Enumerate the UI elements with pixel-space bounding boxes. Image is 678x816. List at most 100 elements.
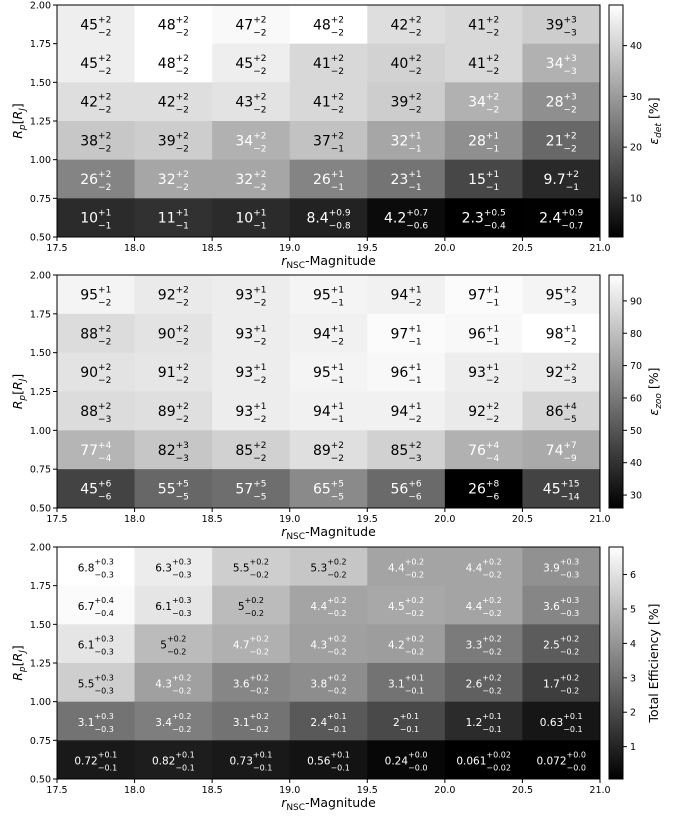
cell-label: 10+1 −1 bbox=[80, 209, 111, 232]
cell-label: 45+2 −2 bbox=[235, 54, 266, 77]
heatmap-cell bbox=[444, 740, 523, 780]
cell-label: 45+2 −2 bbox=[80, 15, 111, 38]
cell-label: 85+2 −2 bbox=[235, 441, 266, 464]
heatmap-cell bbox=[444, 313, 523, 354]
cell-label: 93+1 −2 bbox=[235, 402, 266, 425]
heatmap-cell bbox=[444, 82, 523, 122]
heatmap-cell bbox=[134, 585, 213, 625]
cell-label: 2.6+0.2 −0.2 bbox=[466, 673, 502, 695]
heatmap-cell bbox=[57, 469, 136, 509]
cell-label: 47+2 −2 bbox=[235, 15, 266, 38]
cell-label: 4.4+0.2 −0.2 bbox=[466, 557, 502, 579]
x-tick-label: 20.0 bbox=[434, 785, 455, 796]
heatmap-cell bbox=[212, 159, 291, 199]
cell-label: 96+1 −1 bbox=[468, 324, 499, 347]
cell-label: 4.3+0.2 −0.2 bbox=[310, 635, 346, 657]
heatmap-cell bbox=[57, 740, 136, 780]
heatmap-cell bbox=[57, 701, 136, 741]
heatmap-panel-2: 95+1 −2 92+2 −2 93+1 −2 95+1 −1 94+1 −2 97+1 −1 95+2… bbox=[10, 271, 664, 543]
heatmap-cell bbox=[212, 82, 291, 122]
heatmap-cell bbox=[212, 469, 291, 509]
cell-label: 3.3+0.2 −0.2 bbox=[466, 635, 502, 657]
heatmap-cell bbox=[367, 663, 446, 703]
x-tick-label: 17.5 bbox=[46, 514, 67, 525]
y-tick-label: 1.75 bbox=[30, 309, 51, 320]
heatmap-cell bbox=[367, 159, 446, 199]
cell-label: 43+2 −2 bbox=[235, 93, 266, 116]
colorbar-label: εzoo [%] bbox=[646, 367, 664, 415]
cell-label: 95+2 −3 bbox=[546, 285, 577, 308]
cell-label: 2.3+0.5 −0.4 bbox=[462, 209, 506, 232]
heatmap-cell bbox=[212, 740, 291, 780]
cell-label: 92+2 −2 bbox=[158, 285, 189, 308]
x-tick-label: 19.5 bbox=[357, 514, 378, 525]
cell-label: 4.4+0.2 −0.2 bbox=[310, 596, 346, 618]
cell-label: 92+2 −3 bbox=[546, 363, 577, 386]
x-tick-label: 19.5 bbox=[357, 243, 378, 254]
cell-label: 4.5+0.2 −0.2 bbox=[388, 596, 424, 618]
heatmap-cell bbox=[367, 585, 446, 625]
cell-label: 4.2+0.7 −0.6 bbox=[384, 209, 428, 232]
cell-label: 98+1 −2 bbox=[546, 324, 577, 347]
heatmap-cell bbox=[134, 275, 213, 315]
cell-label: 48+2 −2 bbox=[158, 15, 189, 38]
y-tick-label: 1.50 bbox=[30, 348, 51, 359]
heatmap-cell bbox=[212, 43, 291, 83]
heatmap-cell bbox=[134, 313, 213, 354]
colorbar: 10 20 30 40 εdet [%] bbox=[608, 4, 664, 238]
cell-label: 96+1 −1 bbox=[391, 363, 422, 386]
heatmap-cell bbox=[134, 469, 213, 509]
colorbar-tick-label: 70 bbox=[630, 361, 642, 372]
heatmap-cell bbox=[444, 469, 523, 509]
cell-label: 28+3 −2 bbox=[546, 93, 577, 116]
heatmap-cell bbox=[289, 5, 368, 45]
cell-label: 5.5+0.2 −0.2 bbox=[233, 557, 269, 579]
heatmap-cell bbox=[367, 740, 446, 780]
cell-label: 3.6+0.3 −0.3 bbox=[543, 596, 579, 618]
cell-label: 85+2 −3 bbox=[391, 441, 422, 464]
y-tick-label: 2.00 bbox=[30, 271, 51, 282]
heatmap-cell bbox=[134, 430, 213, 470]
y-tick-label: 1.25 bbox=[30, 117, 51, 128]
cell-label: 2.4+0.1 −0.1 bbox=[310, 712, 346, 734]
heatmap-cell bbox=[212, 121, 291, 161]
heatmap-cell bbox=[289, 391, 368, 431]
y-tick-label: 1.25 bbox=[30, 659, 51, 670]
cell-label: 95+1 −1 bbox=[313, 285, 344, 308]
heatmap-cell bbox=[367, 313, 446, 354]
heatmap-cell bbox=[444, 391, 523, 431]
heatmap-cell bbox=[289, 43, 368, 83]
cell-label: 57+5 −5 bbox=[235, 480, 266, 503]
heatmap-cell bbox=[289, 82, 368, 122]
heatmap-panel-3: 6.8+0.3 −0.3 6.3+0.3 −0.3 5.5+0.2 −0.2 5.3+0.2… bbox=[10, 543, 661, 814]
heatmap-cell bbox=[57, 5, 136, 45]
cell-label: 3.4+0.2 −0.2 bbox=[155, 712, 191, 734]
heatmap-cell bbox=[289, 352, 368, 392]
cell-label: 92+2 −2 bbox=[468, 402, 499, 425]
x-tick-label: 20.5 bbox=[512, 514, 533, 525]
heatmap-cell bbox=[57, 198, 136, 238]
heatmap-cell bbox=[289, 430, 368, 470]
y-tick-label: 0.50 bbox=[30, 504, 51, 515]
heatmap-cell bbox=[212, 430, 291, 470]
cell-label: 0.63+0.1 −0.1 bbox=[540, 712, 583, 734]
heatmap-cell bbox=[134, 82, 213, 122]
heatmap-cell bbox=[134, 391, 213, 431]
heatmap-cell bbox=[57, 624, 136, 664]
cell-label: 28+1 −1 bbox=[468, 131, 499, 154]
heatmap-cell bbox=[522, 430, 601, 470]
heatmap-cell bbox=[212, 275, 291, 315]
heatmap-cell bbox=[522, 585, 601, 625]
colorbar-tick-label: 2 bbox=[630, 708, 636, 719]
cell-label: 77+4 −4 bbox=[80, 441, 111, 464]
cell-label: 0.072+0.0 −0.0 bbox=[536, 751, 586, 773]
cell-label: 4.4+0.2 −0.2 bbox=[388, 557, 424, 579]
cell-label: 94+1 −2 bbox=[313, 324, 344, 347]
cell-label: 0.24+0.0 −0.0 bbox=[385, 751, 428, 773]
cell-label: 3.1+0.2 −0.2 bbox=[233, 712, 269, 734]
cell-label: 94+1 −2 bbox=[391, 285, 422, 308]
heatmap-cell bbox=[289, 547, 368, 587]
y-tick-label: 0.75 bbox=[30, 736, 51, 747]
cell-label: 21+2 −2 bbox=[546, 131, 577, 154]
cell-label: 2+0.1 −0.1 bbox=[393, 712, 419, 734]
